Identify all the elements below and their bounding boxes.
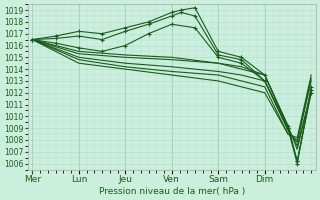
X-axis label: Pression niveau de la mer( hPa ): Pression niveau de la mer( hPa ) (99, 187, 245, 196)
